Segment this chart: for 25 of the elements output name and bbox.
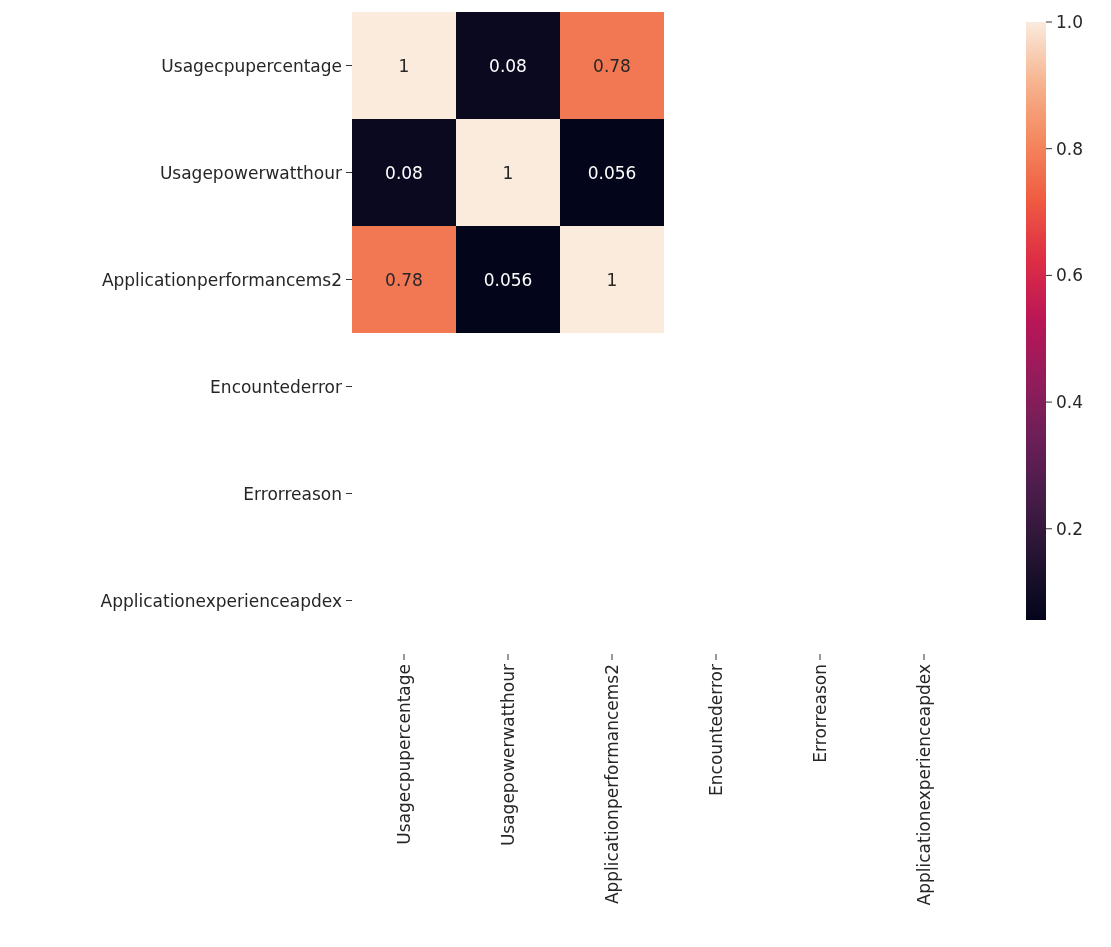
x-tick-label: Usagepowerwatthour [498, 664, 518, 847]
color-bar-label: 0.4 [1056, 392, 1084, 413]
data-label: 0.056 [587, 162, 637, 183]
color-bar-label: 0.8 [1056, 138, 1084, 159]
data-label: 1 [398, 55, 410, 76]
data-label: 0.78 [593, 55, 631, 76]
color-bar-label: 0.6 [1056, 265, 1084, 286]
x-tick-label: Errorreason [810, 664, 830, 763]
y-tick-label: Applicationperformancems2 [101, 269, 342, 290]
y-tick-label: Encountederror [210, 376, 342, 397]
data-label: 1 [606, 269, 618, 290]
x-tick-label: Applicationperformancems2 [602, 664, 622, 905]
data-label: 0.08 [489, 55, 527, 76]
y-tick-label: Usagepowerwatthour [159, 162, 342, 183]
y-tick-label: Applicationexperienceapdex [100, 590, 342, 611]
data-label: 1 [502, 162, 514, 183]
data-label: 0.78 [385, 269, 423, 290]
y-tick-label: Errorreason [243, 483, 342, 504]
x-tick-label: Encountederror [706, 664, 726, 796]
color-bar-label: 1.0 [1056, 12, 1084, 32]
x-tick-label: Applicationexperienceapdex [914, 664, 934, 906]
data-label: 0.056 [483, 269, 533, 290]
y-tick-label: Usagecpupercentage [161, 55, 342, 76]
data-label: 0.08 [385, 162, 423, 183]
color-bar-label: 0.2 [1056, 518, 1084, 539]
